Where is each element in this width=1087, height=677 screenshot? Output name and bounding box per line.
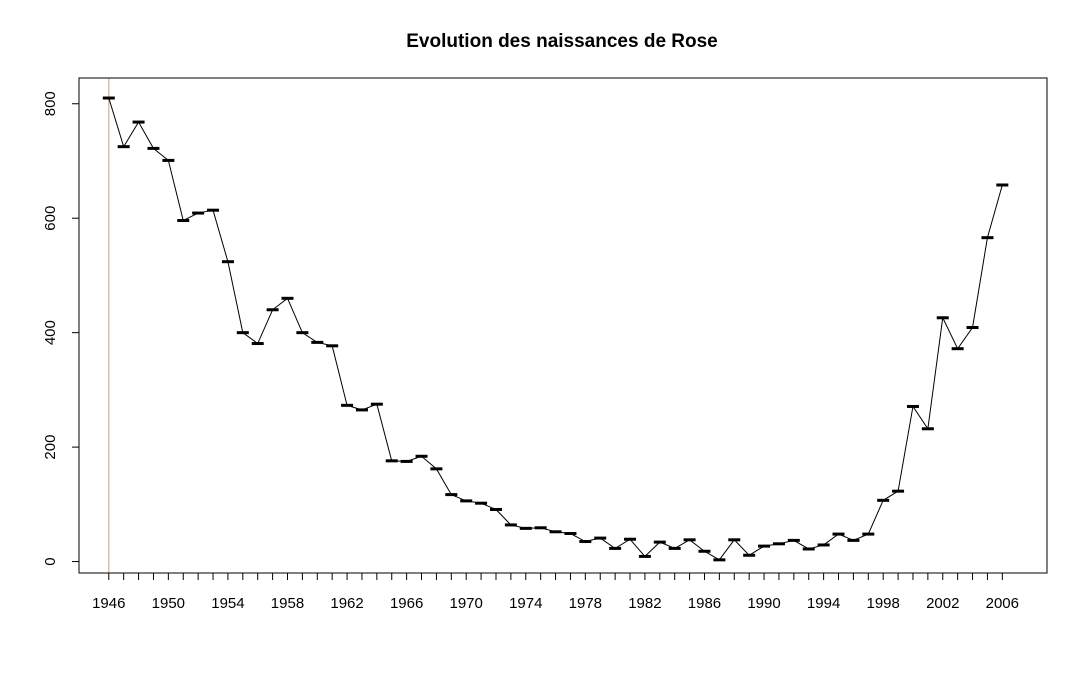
x-tick-label: 1970: [450, 595, 483, 612]
x-tick-label: 1966: [390, 595, 423, 612]
x-tick-label: 1978: [569, 595, 602, 612]
y-tick-label: 200: [42, 435, 59, 460]
series-line: [108, 97, 1003, 561]
plot-area: 1946 1950 1954 1958 1962 1966 1970 1974 1978 1982…: [42, 77, 1048, 612]
x-tick-label: 1950: [152, 595, 185, 612]
y-tick-label: 400: [42, 320, 59, 345]
x-tick-label: 1974: [509, 595, 542, 612]
x-tick-label: 1954: [211, 595, 244, 612]
x-tick-label: 1994: [807, 595, 840, 612]
y-tick-label: 0: [42, 557, 59, 565]
x-tick-label: 1998: [866, 595, 899, 612]
y-tick-label: 800: [42, 91, 59, 116]
y-tick-label: 600: [42, 206, 59, 231]
x-tick-label: 1946: [92, 595, 125, 612]
x-tick-label: 1990: [747, 595, 780, 612]
x-tick-label: 2002: [926, 595, 959, 612]
x-tick-label: 1982: [628, 595, 661, 612]
x-tick-label: 1958: [271, 595, 304, 612]
chart-title: Evolution des naissances de Rose: [406, 31, 718, 52]
x-tick-label: 1962: [330, 595, 363, 612]
x-tick-label: 2006: [986, 595, 1019, 612]
x-tick-label: 1986: [688, 595, 721, 612]
plot-frame: [78, 77, 1048, 574]
